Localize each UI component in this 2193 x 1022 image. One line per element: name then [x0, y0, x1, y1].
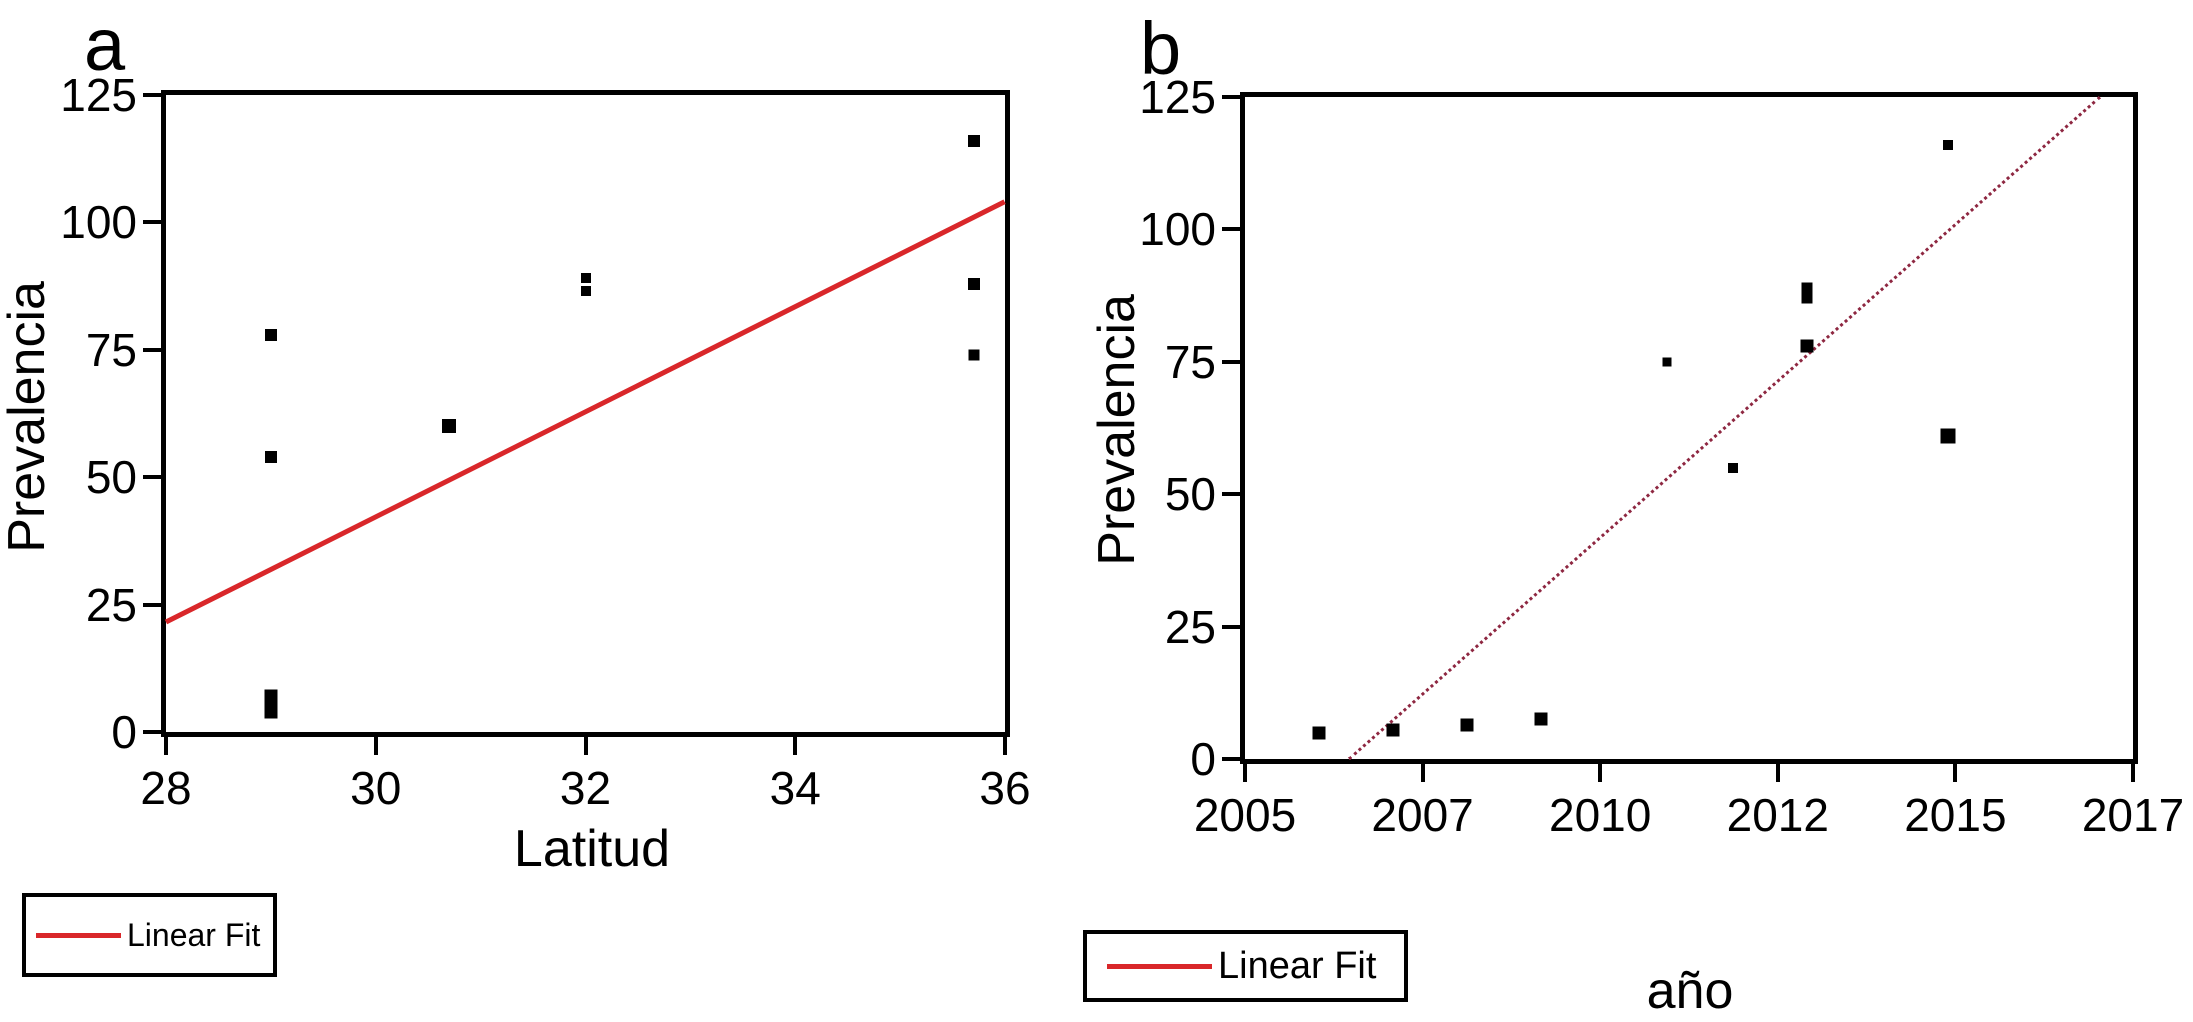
data-point [1312, 726, 1326, 740]
y-tick-label: 75 [1164, 335, 1216, 388]
y-tick [143, 93, 161, 97]
x-tick [1420, 764, 1425, 782]
y-tick-label: 50 [85, 451, 137, 504]
y-axis-title-b: Prevalencia [1088, 294, 1147, 566]
panel-letter-b: b [1140, 7, 1182, 90]
data-point [1943, 139, 1953, 150]
y-tick-label: 0 [111, 706, 137, 758]
x-tick [1775, 764, 1780, 782]
plot-inner-b: 2005 2007 2010 2012 2015 2017 0 25 50 75 100 125 [1139, 74, 2184, 838]
fit-line [1347, 95, 2101, 761]
y-tick [143, 220, 161, 225]
x-axis-title-a: Latitud [513, 820, 671, 878]
legend-line-sample-a [36, 932, 121, 938]
data-point [1662, 357, 1672, 367]
data-point [264, 697, 278, 711]
data-point [1386, 723, 1400, 737]
data-point [264, 705, 278, 719]
data-point [264, 450, 277, 463]
x-tick [373, 737, 378, 755]
y-tick [1222, 359, 1240, 364]
y-tick-label: 50 [1164, 468, 1216, 521]
x-tick-label: 34 [769, 762, 821, 814]
x-tick [793, 737, 798, 755]
x-tick-label: 2017 [2081, 789, 2185, 841]
x-tick [164, 737, 168, 755]
x-tick-label: 32 [559, 762, 612, 814]
x-tick [583, 737, 588, 755]
data-point [264, 328, 277, 341]
plot-inner-a: 28 30 32 34 36 0 25 50 75 100 125 [60, 72, 1030, 811]
x-tick-label: 2007 [1371, 789, 1474, 841]
y-tick-label: 125 [60, 69, 137, 121]
legend-line-sample-b [1107, 963, 1212, 969]
y-tick [143, 347, 161, 352]
data-point [1800, 339, 1814, 353]
data-point [1534, 712, 1548, 726]
y-tick-label: 25 [1164, 600, 1216, 653]
x-tick [1243, 764, 1247, 782]
plot-area-b: 2005 2007 2010 2012 2015 2017 0 25 50 75 100 125 [1139, 74, 2184, 838]
data-point [967, 277, 980, 290]
x-tick-label: 2010 [1549, 789, 1652, 841]
y-tick-label: 25 [85, 578, 137, 631]
fit-line [164, 199, 1007, 625]
y-tick [143, 730, 161, 734]
legend-label-b: Linear Fit [1218, 945, 1377, 987]
x-tick-label: 36 [979, 762, 1031, 814]
data-point [1728, 462, 1739, 473]
y-tick [1222, 227, 1240, 232]
y-axis-title-a: Prevalencia [0, 281, 57, 553]
legend-box-a: Linear Fit [22, 893, 277, 977]
y-tick [1222, 624, 1240, 629]
data-point [580, 273, 591, 284]
data-point [968, 349, 980, 361]
y-tick-label: 75 [85, 323, 137, 376]
data-point [967, 134, 980, 147]
y-tick-label: 100 [60, 196, 137, 249]
y-tick-label: 100 [1139, 203, 1216, 256]
x-tick-label: 2015 [1904, 789, 2007, 841]
y-tick [1222, 95, 1240, 99]
y-tick-label: 0 [1190, 733, 1216, 785]
x-tick [2131, 764, 2135, 782]
legend-label-a: Linear Fit [127, 917, 261, 953]
y-tick-label: 125 [1139, 71, 1216, 123]
y-tick [143, 475, 161, 480]
data-point [1801, 292, 1813, 304]
y-tick [1222, 757, 1240, 761]
x-tick-label: 2005 [1193, 789, 1297, 841]
data-point [1801, 282, 1813, 294]
data-point [1940, 428, 1956, 444]
x-tick-label: 30 [350, 762, 402, 814]
plot-area-a: 28 30 32 34 36 0 25 50 75 100 125 [60, 72, 1030, 811]
data-point [580, 286, 591, 297]
x-tick [1953, 764, 1958, 782]
x-tick-label: 2012 [1726, 789, 1829, 841]
x-tick [1598, 764, 1603, 782]
legend-box-b: Linear Fit [1083, 930, 1408, 1002]
y-tick [1222, 492, 1240, 497]
data-point [442, 419, 457, 434]
x-tick-label: 28 [140, 762, 192, 814]
x-axis-title-b: año [1646, 962, 1734, 1020]
panel-letter-a: a [84, 3, 126, 86]
y-tick [143, 602, 161, 607]
data-point [264, 689, 278, 703]
x-tick [1003, 737, 1007, 755]
data-point [1460, 718, 1474, 732]
